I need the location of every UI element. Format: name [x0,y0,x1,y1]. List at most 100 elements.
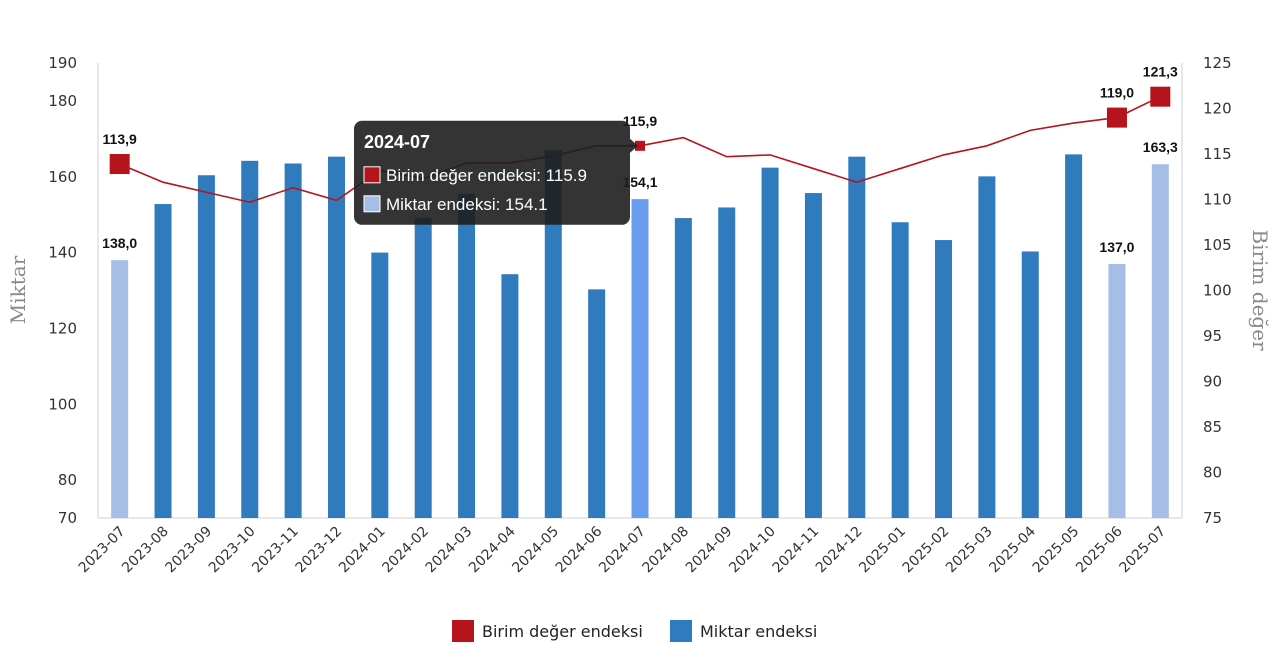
x-tick-label: 2023-11 [249,524,302,577]
bar-data-label: 137,0 [1099,239,1134,255]
x-tick-label: 2024-03 [423,524,476,577]
x-tick-label: 2025-02 [900,524,953,577]
data-labels: 138,0 154,1 137,0 163,3 113,9 115,9 119,0 121,3 [102,64,1178,255]
line-marker-2023-07[interactable] [109,154,130,175]
left-tick-label: 180 [48,92,77,110]
bar-2024-01[interactable] [371,252,389,519]
bar-2024-07[interactable] [631,199,649,518]
right-axis-title: Birim değer [1248,229,1272,351]
bar-2025-01[interactable] [891,222,909,518]
x-tick-label: 2024-09 [683,524,736,577]
legend-item-birim-deger[interactable]: Birim değer endeksi [452,620,643,642]
bar-2024-06[interactable] [588,289,606,518]
bar-data-label: 163,3 [1143,139,1178,155]
x-tick-label: 2023-10 [206,524,259,577]
left-tick-label: 70 [58,509,77,527]
line-data-label: 115,9 [623,113,657,129]
bar-2024-12[interactable] [848,156,866,518]
bar-2025-03[interactable] [978,176,996,518]
right-tick-label: 85 [1203,418,1222,436]
bar-2024-08[interactable] [674,218,692,518]
tooltip: 2024-07 Birim değer endeksi: 115.9 Miktar … [354,120,638,225]
x-tick-label: 2025-06 [1073,523,1126,576]
x-tick-label: 2025-04 [986,523,1039,576]
bar-2023-10[interactable] [241,160,259,518]
legend: Birim değer endeksi Miktar endeksi [452,620,817,642]
bar-2025-04[interactable] [1021,251,1039,518]
x-tick-label: 2025-07 [1116,524,1169,577]
right-tick-label: 110 [1203,191,1232,209]
left-tick-label: 160 [48,168,77,186]
bar-2025-02[interactable] [935,240,953,518]
bar-2024-04[interactable] [501,274,519,518]
tooltip-row: Miktar endeksi: 154.1 [386,195,548,214]
tooltip-swatch [363,166,381,184]
x-tick-label: 2024-04 [466,523,519,576]
left-tick-label: 100 [48,395,77,413]
x-tick-label: 2024-07 [596,524,649,577]
bar-2025-07[interactable] [1151,164,1169,519]
legend-item-miktar[interactable]: Miktar endeksi [670,620,817,642]
bar-data-label: 154,1 [622,174,657,190]
x-tick-label: 2024-01 [336,524,389,577]
right-tick-label: 90 [1203,373,1222,391]
x-tick-label: 2024-02 [379,524,432,577]
x-tick-label: 2024-10 [726,524,779,577]
right-tick-label: 105 [1203,236,1232,254]
bar-2025-06[interactable] [1108,263,1126,518]
bar-2023-12[interactable] [327,156,345,518]
x-tick-label: 2024-05 [509,524,562,577]
bar-2023-08[interactable] [154,204,172,519]
line-marker-2024-07[interactable] [635,140,645,151]
left-tick-label: 120 [48,319,77,337]
x-tick-label: 2023-07 [76,524,129,577]
right-tick-label: 120 [1203,100,1232,118]
right-tick-label: 95 [1203,327,1222,345]
bar-2024-10[interactable] [761,167,779,518]
legend-swatch [452,620,474,642]
bar-2024-02[interactable] [414,217,432,518]
bar-2023-07[interactable] [111,260,129,518]
bar-2023-11[interactable] [284,163,302,518]
bars [111,150,1169,519]
left-tick-label: 80 [58,471,77,489]
right-tick-label: 115 [1203,145,1232,163]
x-tick-label: 2024-12 [813,524,866,577]
tooltip-title: 2024-07 [364,132,430,152]
x-tick-label: 2025-03 [943,524,996,577]
legend-label: Birim değer endeksi [482,622,643,641]
x-tick-label: 2024-11 [770,524,823,577]
line-data-label: 119,0 [1100,85,1134,101]
right-tick-label: 125 [1203,54,1232,72]
line-marker-2025-07[interactable] [1150,86,1171,107]
bar-2024-09[interactable] [718,207,736,518]
x-tick-label: 2023-09 [163,524,216,577]
value-line [109,86,1171,204]
x-tick-label: 2025-05 [1030,524,1083,577]
x-tick-label: 2023-12 [293,524,346,577]
bar-data-label: 138,0 [102,235,137,251]
left-tick-label: 190 [48,54,77,72]
bar-2023-09[interactable] [197,175,215,518]
legend-swatch [670,620,692,642]
x-tick-label: 2024-08 [640,524,693,577]
tooltip-caret [630,138,638,153]
right-tick-label: 80 [1203,464,1222,482]
line-data-label: 121,3 [1143,64,1178,80]
line-data-label: 113,9 [103,131,137,147]
bar-2024-03[interactable] [458,193,476,518]
tooltip-swatch [363,195,381,213]
left-axis-title: Miktar [6,255,30,324]
x-tick-label: 2024-06 [553,523,606,576]
tooltip-box [354,120,630,225]
line-marker-2025-06[interactable] [1106,107,1127,128]
x-tick-label: 2025-01 [856,524,909,577]
tooltip-row: Birim değer endeksi: 115.9 [386,166,587,185]
bar-2024-11[interactable] [804,193,822,518]
right-tick-label: 100 [1203,282,1232,300]
bar-2025-05[interactable] [1065,154,1083,519]
bar-2024-05[interactable] [544,150,562,519]
legend-label: Miktar endeksi [700,622,817,641]
right-tick-label: 75 [1203,509,1222,527]
